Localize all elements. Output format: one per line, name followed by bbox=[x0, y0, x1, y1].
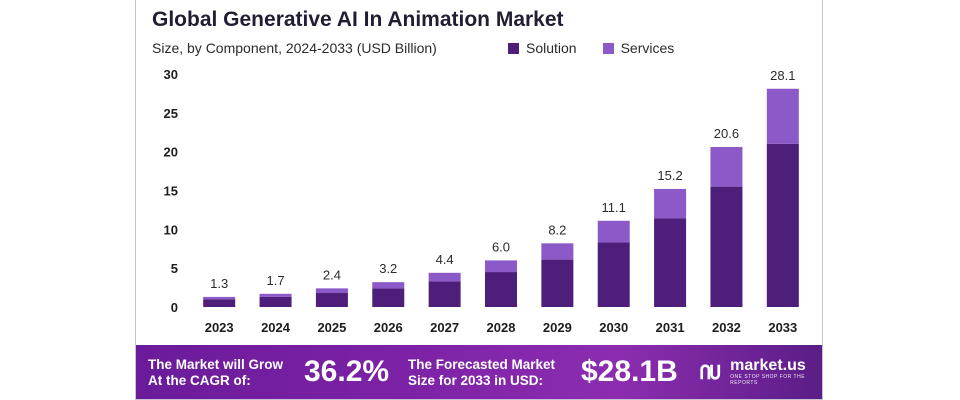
y-tick-label: 15 bbox=[164, 184, 178, 199]
legend-label-services: Services bbox=[620, 40, 675, 56]
bar-services bbox=[654, 188, 687, 219]
cagr-value: 36.2% bbox=[304, 355, 390, 388]
x-tick-label: 2031 bbox=[656, 320, 685, 335]
x-tick-label: 2030 bbox=[599, 320, 628, 335]
bar-solution bbox=[259, 296, 292, 307]
chart-card: Global Generative AI In Animation Market… bbox=[135, 0, 823, 400]
brand-logo: market.us ONE STOP SHOP FOR THE REPORTS bbox=[699, 357, 822, 386]
legend-item-solution: Solution bbox=[508, 40, 577, 56]
data-label: 1.3 bbox=[210, 276, 228, 291]
x-tick-label: 2023 bbox=[205, 320, 234, 335]
bar-solution bbox=[203, 299, 236, 307]
data-label: 11.1 bbox=[602, 200, 626, 215]
bar-services bbox=[597, 220, 630, 243]
bar-solution bbox=[485, 272, 517, 307]
x-tick-label: 2033 bbox=[768, 320, 797, 335]
y-tick-label: 25 bbox=[164, 106, 178, 121]
chart-title: Global Generative AI In Animation Market bbox=[152, 8, 564, 31]
bar-solution bbox=[654, 218, 687, 307]
data-label: 8.2 bbox=[548, 222, 566, 237]
x-tick-label: 2028 bbox=[487, 320, 516, 335]
bar-services bbox=[710, 147, 743, 187]
brand-tagline: ONE STOP SHOP FOR THE REPORTS bbox=[730, 374, 806, 386]
data-label: 2.4 bbox=[323, 267, 341, 282]
data-label: 1.7 bbox=[267, 273, 285, 288]
data-label: 15.2 bbox=[657, 168, 682, 183]
legend-swatch-services bbox=[602, 42, 614, 54]
bar-solution bbox=[315, 293, 348, 307]
x-tick-label: 2029 bbox=[543, 320, 572, 335]
brand-name: market.us bbox=[730, 357, 806, 374]
bar-services bbox=[315, 288, 348, 294]
x-tick-label: 2024 bbox=[261, 320, 291, 335]
bar-services bbox=[372, 282, 405, 289]
data-label: 3.2 bbox=[379, 261, 397, 276]
bar-solution bbox=[541, 259, 574, 307]
data-label: 20.6 bbox=[714, 126, 739, 141]
forecast-label: The Forecasted Market Size for 2033 in U… bbox=[408, 357, 556, 388]
bar-services bbox=[766, 88, 799, 144]
bar-services bbox=[203, 296, 236, 300]
bar-solution bbox=[597, 242, 630, 307]
bar-solution bbox=[372, 288, 405, 307]
bar-services bbox=[485, 260, 517, 273]
y-tick-label: 30 bbox=[164, 67, 178, 82]
bar-services bbox=[428, 272, 461, 282]
chart-legend: Solution Services bbox=[508, 40, 674, 56]
y-tick-label: 20 bbox=[164, 145, 178, 160]
legend-item-services: Services bbox=[602, 40, 675, 56]
data-label: 4.4 bbox=[436, 252, 454, 267]
data-label: 28.1 bbox=[770, 68, 795, 83]
cagr-label: The Market will Grow At the CAGR of: bbox=[148, 357, 284, 388]
summary-banner: The Market will Grow At the CAGR of: 36.… bbox=[136, 345, 822, 399]
bar-chart: 0510152025301.320231.720242.420253.22026… bbox=[164, 67, 799, 335]
legend-label-solution: Solution bbox=[526, 40, 577, 56]
y-tick-label: 10 bbox=[164, 222, 178, 237]
bar-services bbox=[259, 293, 292, 297]
market-us-logo-icon bbox=[700, 363, 721, 380]
forecast-value: $28.1B bbox=[581, 355, 678, 388]
legend-swatch-solution bbox=[508, 42, 519, 54]
y-tick-label: 0 bbox=[171, 300, 178, 315]
bar-solution bbox=[766, 143, 799, 307]
bar-services bbox=[541, 243, 574, 260]
bar-solution bbox=[710, 186, 743, 307]
chart-subtitle: Size, by Component, 2024-2033 (USD Billi… bbox=[152, 40, 437, 56]
y-tick-label: 5 bbox=[171, 261, 178, 276]
x-tick-label: 2027 bbox=[430, 320, 459, 335]
x-tick-label: 2025 bbox=[317, 320, 346, 335]
x-tick-label: 2032 bbox=[712, 320, 741, 335]
bar-solution bbox=[428, 281, 461, 307]
data-label: 6.0 bbox=[492, 239, 510, 254]
x-tick-label: 2026 bbox=[374, 320, 403, 335]
